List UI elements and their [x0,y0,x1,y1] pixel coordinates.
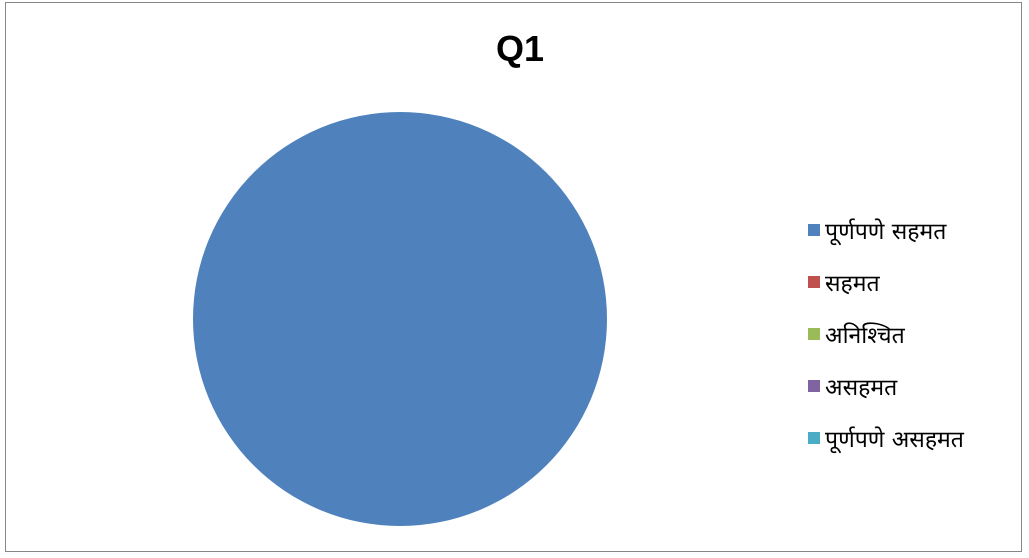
legend-label: असहमत [825,375,898,401]
legend-item: सहमत [808,256,964,308]
legend-label: पूर्णपणे सहमत [825,219,947,245]
legend-label: सहमत [825,271,880,297]
legend-item: पूर्णपणे असहमत [808,412,964,464]
legend-item: असहमत [808,360,964,412]
legend-swatch [808,380,820,392]
legend-label: अनिश्चित [825,323,905,349]
legend-swatch [808,328,820,340]
legend: पूर्णपणे सहमत सहमत अनिश्चित असहमत पूर्णप… [808,204,964,464]
legend-label: पूर्णपणे असहमत [825,427,964,453]
legend-swatch [808,224,820,236]
legend-swatch [808,432,820,444]
legend-item: अनिश्चित [808,308,964,360]
legend-item: पूर्णपणे सहमत [808,204,964,256]
pie-slice [193,112,607,526]
legend-swatch [808,276,820,288]
chart-title: Q1 [495,28,545,69]
